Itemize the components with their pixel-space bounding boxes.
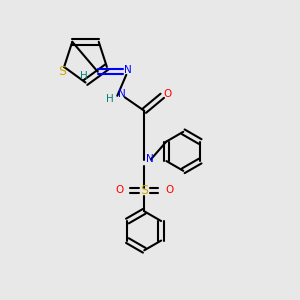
Text: N: N (146, 154, 154, 164)
Text: N: N (118, 89, 126, 99)
Text: S: S (140, 184, 148, 197)
Text: H: H (80, 71, 88, 81)
Text: S: S (58, 65, 66, 78)
Text: N: N (124, 65, 132, 75)
Text: O: O (164, 89, 172, 99)
Text: O: O (115, 185, 124, 195)
Text: H: H (106, 94, 114, 104)
Text: O: O (165, 185, 173, 195)
